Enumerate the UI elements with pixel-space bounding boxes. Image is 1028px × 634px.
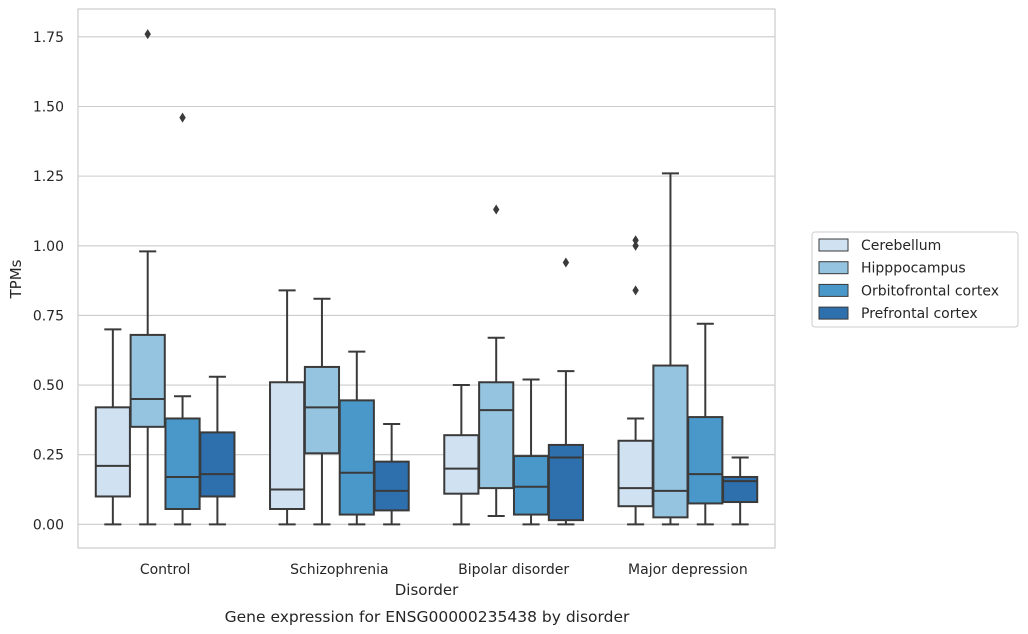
box-prefrontal-cortex: [199, 375, 236, 526]
box-hipppocampus: [652, 172, 689, 526]
legend-swatch: [818, 306, 849, 320]
box-cerebellum: [443, 384, 480, 526]
box-hipppocampus: [478, 204, 515, 517]
box-body: [687, 416, 724, 505]
legend-entries: Cerebellum Hipppocampus Orbitofrontal cort…: [818, 238, 999, 322]
box-body: [303, 365, 341, 455]
box-body: [617, 439, 654, 508]
box-body: [94, 406, 131, 498]
chart-caption: Gene expression for ENSG00000235438 by d…: [225, 608, 630, 626]
legend: Cerebellum Hipppocampus Orbitofrontal cort…: [811, 231, 1019, 328]
y-tick-label: 0.00: [33, 517, 64, 533]
box-orbitofrontal-cortex: [338, 350, 375, 526]
legend-item: Orbitofrontal cortex: [818, 283, 999, 299]
x-tick-label: Major depression: [628, 562, 748, 578]
outlier-point: [632, 235, 639, 246]
legend-item: Cerebellum: [818, 238, 941, 254]
box-hipppocampus: [303, 297, 341, 526]
box-body: [338, 399, 375, 516]
y-tick-label: 1.25: [33, 169, 64, 185]
box-prefrontal-cortex: [373, 423, 410, 526]
legend-label: Prefrontal cortex: [861, 306, 978, 322]
box-body: [373, 460, 410, 512]
box-prefrontal-cortex: [547, 257, 584, 526]
y-tick-label: 1.00: [33, 239, 64, 255]
legend-swatch: [818, 261, 849, 275]
legend-item: Prefrontal cortex: [818, 306, 978, 322]
plot-frame: [77, 8, 776, 549]
legend-swatch: [818, 238, 849, 252]
x-tick-label: Control: [140, 562, 191, 578]
legend-label: Hipppocampus: [861, 261, 966, 277]
legend-swatch: [818, 283, 849, 297]
y-tick-label: 0.50: [33, 378, 64, 394]
box-body: [164, 417, 201, 511]
box-body: [547, 443, 584, 522]
x-axis-title: Disorder: [395, 581, 459, 599]
y-axis-title: TPMs: [7, 259, 25, 299]
outlier-point: [632, 285, 639, 296]
box-hipppocampus: [129, 29, 166, 526]
legend-frame: [811, 231, 1019, 328]
box-body: [269, 381, 306, 511]
outlier-point: [632, 240, 639, 251]
y-tick-label: 1.75: [33, 30, 64, 46]
box-body: [443, 434, 480, 495]
x-axis-ticks: Control Schizophrenia Bipolar disorder Majo…: [140, 562, 748, 578]
box-body: [129, 333, 166, 428]
box-cerebellum: [269, 289, 306, 526]
box-orbitofrontal-cortex: [687, 322, 724, 526]
x-tick-label: Schizophrenia: [290, 562, 388, 578]
box-body: [652, 364, 689, 519]
boxes: [94, 29, 759, 526]
outlier-point: [144, 29, 151, 40]
outlier-point: [493, 204, 500, 215]
box-orbitofrontal-cortex: [164, 112, 201, 526]
x-tick-label: Bipolar disorder: [458, 562, 569, 578]
outlier-point: [179, 112, 186, 123]
y-tick-label: 0.25: [33, 448, 64, 464]
box-body: [478, 381, 515, 490]
y-axis-ticks: 0.00 0.25 0.50 0.75 1.00 1.25 1.50 1.75: [33, 30, 64, 533]
y-tick-label: 1.50: [33, 99, 64, 115]
box-prefrontal-cortex: [722, 456, 759, 526]
legend-label: Cerebellum: [861, 238, 941, 254]
outlier-point: [562, 257, 570, 268]
box-body: [199, 431, 236, 498]
legend-label: Orbitofrontal cortex: [861, 283, 999, 299]
y-tick-label: 0.75: [33, 308, 64, 324]
box-body: [512, 455, 550, 516]
box-cerebellum: [94, 328, 131, 526]
legend-item: Hipppocampus: [818, 261, 966, 277]
